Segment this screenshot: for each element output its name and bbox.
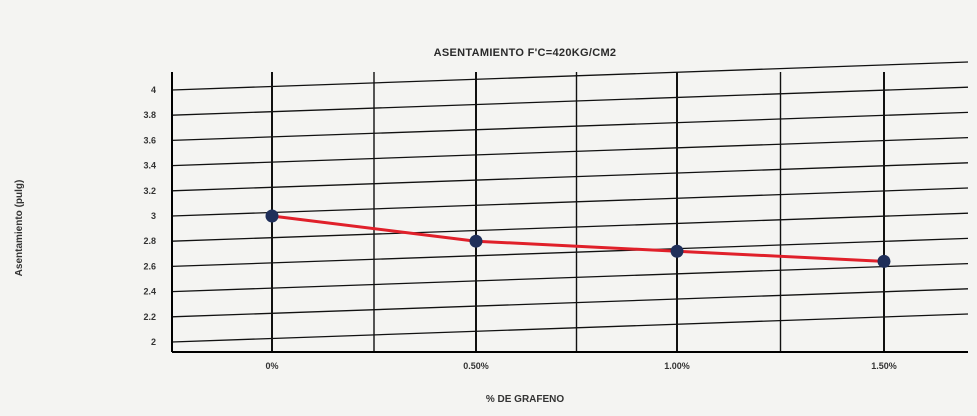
h-gridline xyxy=(171,136,969,167)
h-gridline xyxy=(171,111,969,142)
y-tick-label: 2.2 xyxy=(143,312,156,322)
x-axis-label: % DE GRAFENO xyxy=(486,394,565,405)
y-tick-label: 3.8 xyxy=(143,110,156,120)
x-tick-label: 1.50% xyxy=(871,361,897,371)
axes xyxy=(171,72,968,353)
y-tick-label: 2.6 xyxy=(143,261,156,271)
data-point xyxy=(265,209,279,223)
h-gridline xyxy=(171,86,969,116)
h-gridline xyxy=(171,237,969,268)
h-gridline xyxy=(171,262,969,293)
chart-title: ASENTAMIENTO F'C=420KG/CM2 xyxy=(434,47,617,59)
y-tick-label: 2.8 xyxy=(143,236,156,246)
y-axis-label: Asentamiento (pulg) xyxy=(14,180,25,277)
y-tick-label: 2.4 xyxy=(143,287,156,297)
series-line xyxy=(271,214,885,263)
series xyxy=(265,209,891,268)
data-point xyxy=(877,254,891,268)
h-gridline xyxy=(171,187,969,217)
y-tick-label: 4 xyxy=(151,85,156,95)
h-gridline xyxy=(171,212,969,242)
y-tick-labels: 4 3.8 3.6 3.4 3.2 3 2.8 2.6 2.4 2.2 2 xyxy=(143,85,156,347)
h-gridline xyxy=(171,61,969,91)
y-tick-label: 2 xyxy=(151,337,156,347)
h-gridline xyxy=(171,313,969,343)
x-tick-label: 1.00% xyxy=(664,361,690,371)
x-tick-label: 0.50% xyxy=(463,361,489,371)
x-tick-labels: 0% 0.50% 1.00% 1.50% xyxy=(265,361,896,371)
x-tick-label: 0% xyxy=(265,361,278,371)
y-tick-label: 3.2 xyxy=(143,186,156,196)
y-tick-label: 3.6 xyxy=(143,135,156,145)
h-gridline xyxy=(171,162,969,192)
grid xyxy=(171,61,969,352)
h-gridline xyxy=(171,288,969,318)
data-point xyxy=(670,244,684,258)
y-tick-label: 3 xyxy=(151,211,156,221)
data-point xyxy=(469,234,483,248)
y-tick-label: 3.4 xyxy=(143,161,156,171)
